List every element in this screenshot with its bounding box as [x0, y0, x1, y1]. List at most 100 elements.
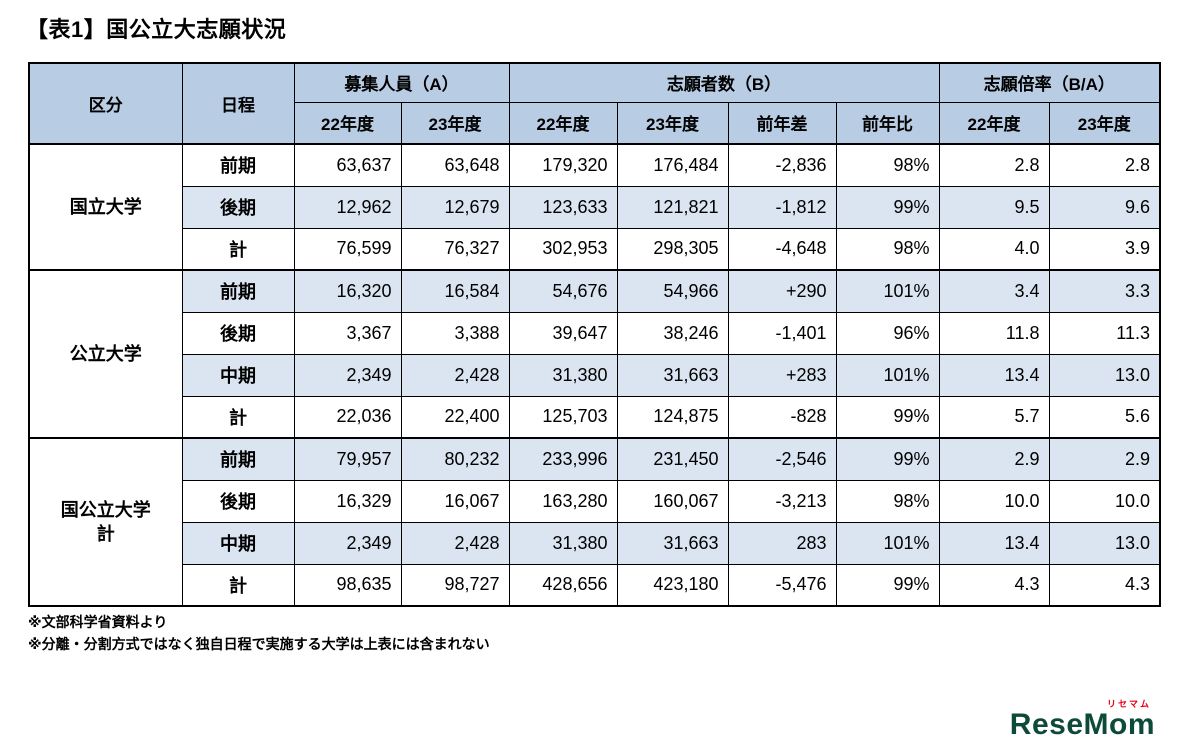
- table-row: 後期 3,367 3,388 39,647 38,246 -1,401 96% 11.8 11.…: [29, 311, 1161, 355]
- table-row: 計 98,635 98,727 428,656 423,180 -5,476 99% 4.3 4…: [29, 563, 1161, 607]
- cell-ratio-23: 2.9: [1048, 437, 1161, 481]
- cell-yoy-diff: -2,836: [727, 143, 837, 187]
- cell-ratio-23: 5.6: [1048, 395, 1161, 439]
- subheader-applicants-22: 22年度: [508, 101, 618, 145]
- cell-ratio-23: 13.0: [1048, 353, 1161, 397]
- cell-capacity-23: 12,679: [400, 185, 510, 229]
- cell-ratio-22: 10.0: [938, 479, 1050, 523]
- header-row-sub: 22年度 23年度 22年度 23年度 前年差 前年比 22年度 23年度: [29, 101, 1161, 145]
- header-capacity-group: 募集人員（A）: [293, 62, 510, 103]
- applications-table: 区分 日程 募集人員（A） 志願者数（B） 志願倍率（B/A） 22年度 23年…: [28, 62, 1161, 607]
- header-category: 区分: [28, 62, 183, 145]
- cell-ratio-23: 10.0: [1048, 479, 1161, 523]
- table-header: 区分 日程 募集人員（A） 志願者数（B） 志願倍率（B/A） 22年度 23年…: [28, 62, 1161, 145]
- cell-ratio-23: 11.3: [1048, 311, 1161, 355]
- cell-yoy-diff: -5,476: [727, 563, 837, 607]
- cell-applicants-23: 121,821: [616, 185, 729, 229]
- table-row: 国公立大学 計前期 79,957 80,232 233,996 231,450 -2,54…: [28, 437, 1161, 607]
- cell-capacity-23: 98,727: [400, 563, 510, 607]
- cell-ratio-22: 3.4: [938, 269, 1050, 313]
- cell-yoy-diff: -4,648: [727, 227, 837, 271]
- cell-capacity-22: 2,349: [293, 521, 402, 565]
- table-row: 中期 2,349 2,428 31,380 31,663 283 101% 13.4 13.0: [29, 521, 1161, 565]
- cell-capacity-23: 2,428: [400, 353, 510, 397]
- cell-capacity-22: 22,036: [293, 395, 402, 439]
- cell-ratio-23: 9.6: [1048, 185, 1161, 229]
- cell-capacity-23: 16,584: [400, 269, 510, 313]
- header-applicants-group: 志願者数（B）: [508, 62, 940, 103]
- cell-yoy-ratio: 96%: [835, 311, 940, 355]
- cell-capacity-22: 2,349: [293, 353, 402, 397]
- schedule-cell: 後期: [181, 311, 295, 355]
- cell-ratio-22: 4.0: [938, 227, 1050, 271]
- table-body: 国立大学 前期 63,637 63,648 179,320 176,484 -2,836 98…: [28, 143, 1161, 607]
- cell-yoy-ratio: 98%: [835, 479, 940, 523]
- cell-applicants-23: 298,305: [616, 227, 729, 271]
- cell-capacity-22: 16,329: [293, 479, 402, 523]
- table-row: 計 22,036 22,400 125,703 124,875 -828 99% 5.7 5.6: [29, 395, 1161, 439]
- table-row: 中期 2,349 2,428 31,380 31,663 +283 101% 13.4 13.0: [29, 353, 1161, 397]
- cell-ratio-22: 2.9: [938, 437, 1050, 481]
- cell-ratio-22: 9.5: [938, 185, 1050, 229]
- cell-applicants-23: 231,450: [616, 437, 729, 481]
- cell-ratio-22: 13.4: [938, 521, 1050, 565]
- cell-applicants-23: 160,067: [616, 479, 729, 523]
- schedule-cell: 前期: [181, 143, 295, 187]
- cell-yoy-ratio: 99%: [835, 185, 940, 229]
- cell-applicants-22: 39,647: [508, 311, 618, 355]
- schedule-cell: 前期: [181, 269, 295, 313]
- cell-yoy-diff: +290: [727, 269, 837, 313]
- cell-applicants-22: 31,380: [508, 353, 618, 397]
- cell-applicants-23: 31,663: [616, 521, 729, 565]
- table-row: 後期 12,962 12,679 123,633 121,821 -1,812 99% 9.5…: [29, 185, 1161, 229]
- cell-applicants-22: 428,656: [508, 563, 618, 607]
- subheader-ratio-22: 22年度: [938, 101, 1050, 145]
- cell-applicants-22: 125,703: [508, 395, 618, 439]
- cell-yoy-diff: -1,812: [727, 185, 837, 229]
- category-cell: 国立大学: [28, 143, 183, 271]
- schedule-cell: 中期: [181, 353, 295, 397]
- cell-applicants-22: 54,676: [508, 269, 618, 313]
- subheader-ratio-23: 23年度: [1048, 101, 1161, 145]
- cell-applicants-22: 31,380: [508, 521, 618, 565]
- cell-capacity-23: 76,327: [400, 227, 510, 271]
- cell-ratio-22: 2.8: [938, 143, 1050, 187]
- cell-capacity-22: 3,367: [293, 311, 402, 355]
- cell-capacity-22: 63,637: [293, 143, 402, 187]
- cell-ratio-23: 4.3: [1048, 563, 1161, 607]
- cell-applicants-22: 302,953: [508, 227, 618, 271]
- cell-capacity-23: 22,400: [400, 395, 510, 439]
- footnotes: ※文部科学省資料より ※分離・分割方式ではなく独自日程で実施する大学は上表には含…: [28, 612, 490, 655]
- cell-capacity-23: 3,388: [400, 311, 510, 355]
- cell-ratio-22: 5.7: [938, 395, 1050, 439]
- schedule-cell: 前期: [181, 437, 295, 481]
- table-row: 公立大学 前期 16,320 16,584 54,676 54,966 +290 101% 3.…: [28, 269, 1161, 439]
- schedule-cell: 計: [181, 395, 295, 439]
- footnote-source: ※文部科学省資料より: [28, 614, 168, 630]
- cell-applicants-23: 54,966: [616, 269, 729, 313]
- cell-capacity-23: 80,232: [400, 437, 510, 481]
- cell-yoy-diff: +283: [727, 353, 837, 397]
- subheader-applicants-23: 23年度: [616, 101, 729, 145]
- cell-yoy-ratio: 98%: [835, 143, 940, 187]
- schedule-cell: 計: [181, 227, 295, 271]
- cell-capacity-23: 2,428: [400, 521, 510, 565]
- cell-yoy-ratio: 101%: [835, 353, 940, 397]
- header-ratio-group: 志願倍率（B/A）: [938, 62, 1161, 103]
- subheader-capacity-22: 22年度: [293, 101, 402, 145]
- cell-ratio-22: 11.8: [938, 311, 1050, 355]
- cell-applicants-23: 31,663: [616, 353, 729, 397]
- cell-capacity-22: 16,320: [293, 269, 402, 313]
- cell-applicants-22: 163,280: [508, 479, 618, 523]
- schedule-cell: 中期: [181, 521, 295, 565]
- cell-yoy-ratio: 99%: [835, 437, 940, 481]
- schedule-cell: 後期: [181, 479, 295, 523]
- footnote-scope: ※分離・分割方式ではなく独自日程で実施する大学は上表には含まれない: [28, 635, 490, 652]
- cell-yoy-diff: 283: [727, 521, 837, 565]
- resemom-logo: リセマム ReseMom: [1010, 700, 1155, 740]
- cell-applicants-23: 38,246: [616, 311, 729, 355]
- cell-applicants-22: 233,996: [508, 437, 618, 481]
- cell-capacity-22: 79,957: [293, 437, 402, 481]
- subheader-capacity-23: 23年度: [400, 101, 510, 145]
